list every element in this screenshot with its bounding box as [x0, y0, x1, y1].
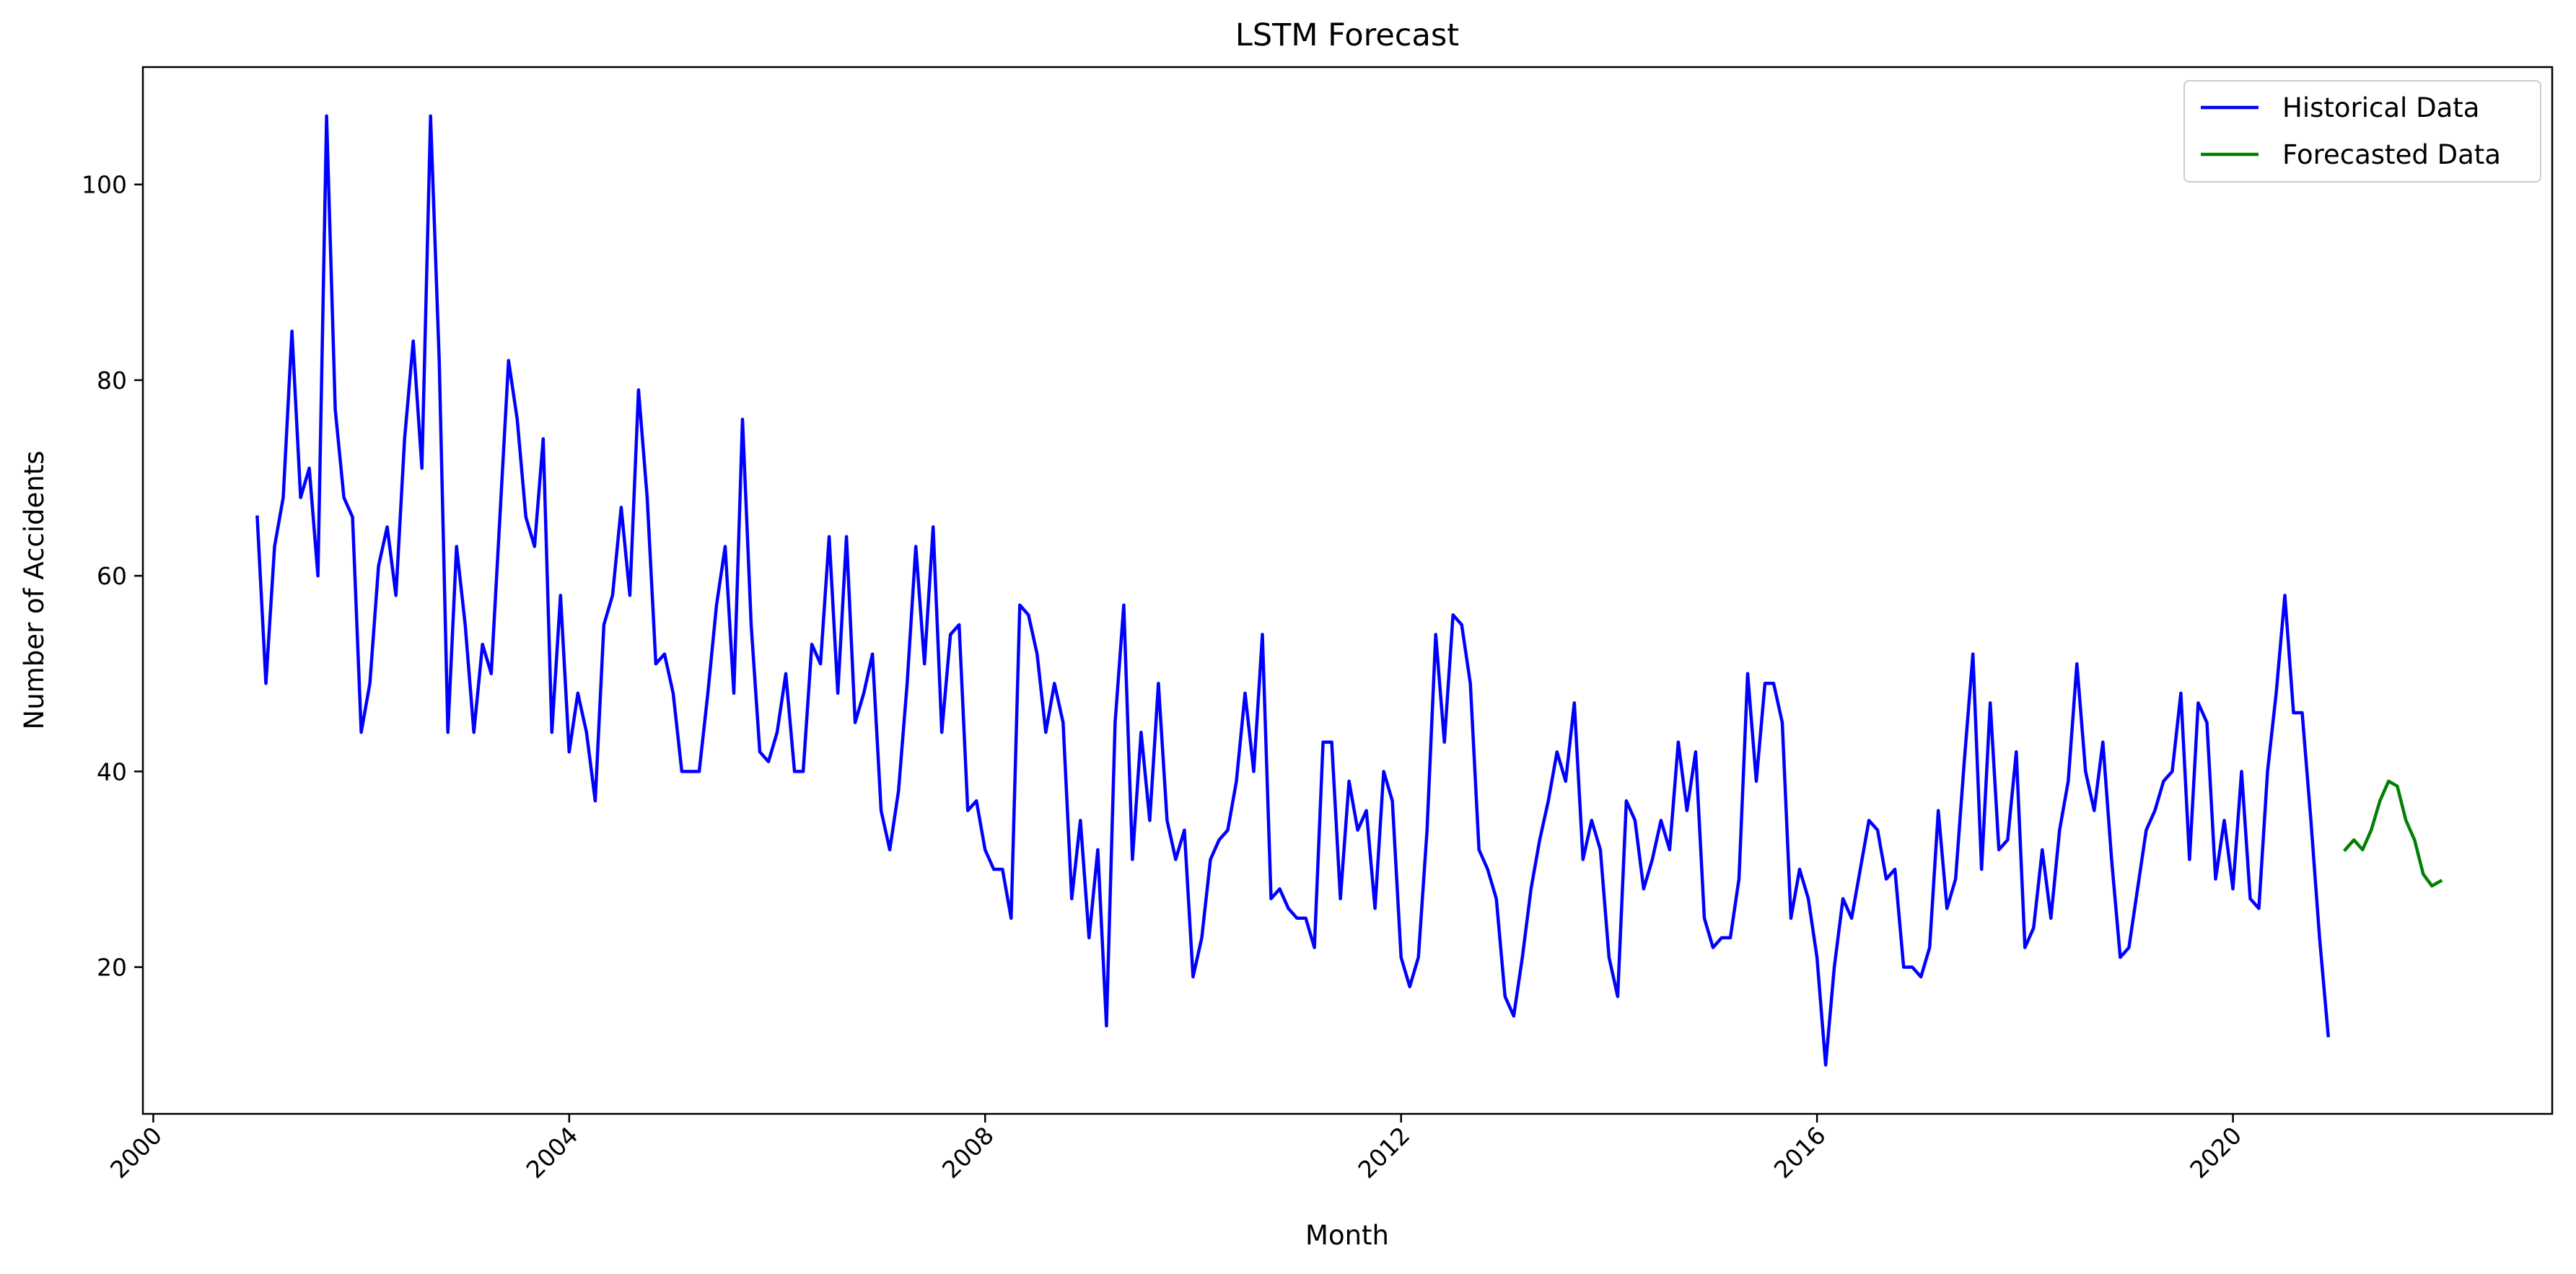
y-tick-label: 100 [82, 171, 127, 199]
y-tick-label: 60 [97, 562, 127, 590]
y-axis-label: Number of Accidents [19, 451, 50, 730]
x-axis-label: Month [1305, 1220, 1389, 1251]
legend-label-forecasted: Forecasted Data [2282, 139, 2501, 170]
chart-title: LSTM Forecast [1235, 17, 1459, 53]
y-axis-ticks: 20 40 60 80 100 [82, 171, 143, 982]
series-line-historical-data [255, 114, 2331, 1067]
legend-label-historical: Historical Data [2282, 92, 2479, 123]
legend: Historical Data Forecasted Data [2183, 80, 2541, 183]
plot-area-frame [141, 66, 2554, 1115]
y-tick-label: 80 [97, 366, 127, 395]
y-tick-label: 20 [97, 954, 127, 982]
legend-box [2183, 80, 2541, 183]
series-layer [255, 114, 2443, 1067]
series-line-forecasted-data [2343, 779, 2443, 888]
y-tick-label: 40 [97, 757, 127, 786]
